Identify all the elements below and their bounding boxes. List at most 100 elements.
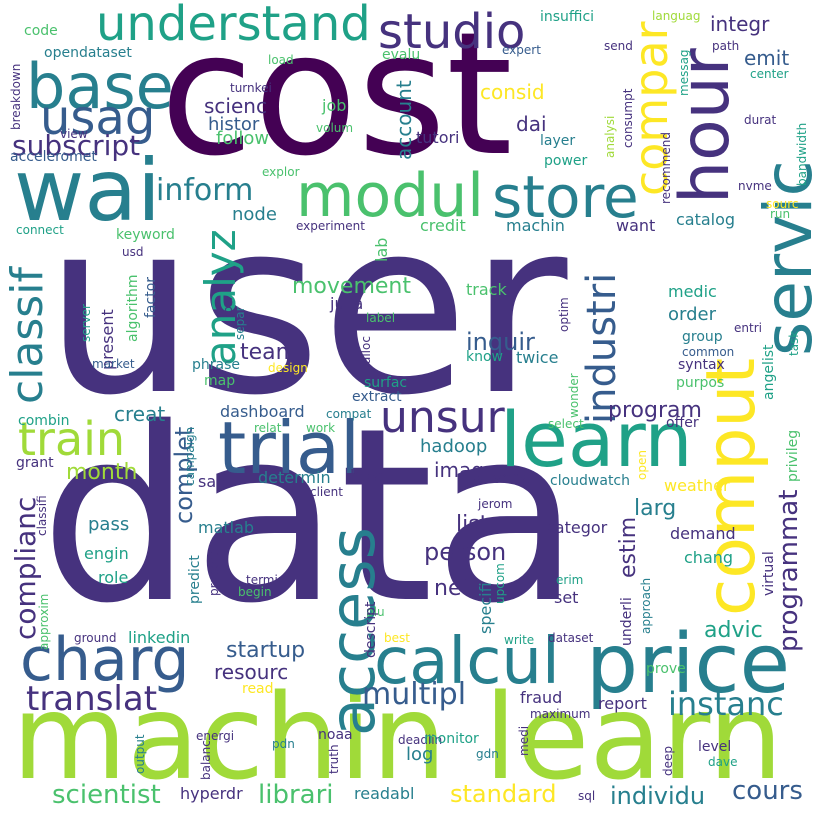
- word-compat: compat: [326, 407, 372, 421]
- word-languag: languag: [652, 9, 701, 23]
- word-julia: julia: [330, 294, 364, 313]
- word-machin-learn: machin learn: [12, 668, 783, 806]
- word-net: net: [434, 576, 471, 601]
- word-sourc: sourc: [766, 197, 799, 211]
- word-load: load: [268, 53, 294, 67]
- word-know: know: [466, 349, 503, 365]
- word-startup: startup: [226, 638, 306, 663]
- word-consumpt: consumpt: [621, 88, 635, 148]
- word-order: order: [668, 304, 716, 325]
- word-plu: plu: [366, 605, 385, 619]
- word-nvme: nvme: [738, 179, 772, 193]
- word-connect: connect: [16, 223, 64, 237]
- word-algorithm: algorithm: [125, 274, 141, 342]
- word-charg: charg: [20, 625, 190, 695]
- word-underli: underli: [619, 597, 635, 646]
- word-relat: relat: [254, 421, 282, 435]
- word-wai: wai: [14, 141, 161, 241]
- word-analysi: analysi: [603, 115, 617, 158]
- word-advic: advic: [704, 618, 763, 643]
- word-versu: versu: [492, 468, 537, 487]
- word-jerom: jerom: [478, 497, 513, 511]
- word-imag: imag: [434, 458, 484, 482]
- word-prove: prove: [646, 661, 686, 677]
- word-descript: descript: [363, 601, 379, 658]
- word-recommend: recommend: [659, 132, 673, 204]
- word-deep: deep: [661, 746, 675, 776]
- word-categor: categor: [546, 518, 608, 537]
- word-campaign: campaign: [183, 426, 197, 486]
- word-price: price: [586, 617, 791, 712]
- word-label: label: [366, 311, 396, 325]
- word-angelist: angelist: [761, 344, 777, 400]
- word-server: server: [79, 304, 93, 342]
- word-noaa: noaa: [318, 727, 353, 743]
- word-chang: chang: [684, 548, 734, 567]
- word-list: list: [456, 512, 489, 537]
- word-readabl: readabl: [354, 784, 415, 803]
- word-weather: weather: [664, 476, 730, 495]
- word-scientist: scientist: [52, 780, 161, 810]
- word-upcom: upcom: [493, 563, 507, 604]
- word-grant: grant: [16, 455, 54, 471]
- word-dashboard: dashboard: [220, 402, 305, 421]
- word-integr: integr: [710, 12, 770, 36]
- word-data: data: [40, 376, 581, 656]
- word-unsur: unsur: [380, 392, 505, 443]
- word-team: team: [240, 340, 298, 365]
- word-gdn: gdn: [476, 747, 499, 761]
- word-center: center: [750, 67, 789, 81]
- word-expert: expert: [502, 43, 541, 57]
- word-report: report: [598, 694, 647, 713]
- word-balanc: balanc: [199, 740, 213, 780]
- word-approach: approach: [639, 577, 653, 634]
- word-experiment: experiment: [296, 219, 365, 233]
- word-person: person: [424, 538, 507, 566]
- word-phrase: phrase: [192, 357, 241, 373]
- word-translat: translat: [26, 679, 158, 719]
- word-month: month: [66, 460, 138, 485]
- word-breakdown: breakdown: [9, 63, 23, 130]
- word-energi: energi: [196, 729, 235, 743]
- word-standard: standard: [450, 780, 557, 808]
- word-turnkei: turnkei: [230, 81, 272, 95]
- word-classif: classif: [2, 267, 53, 404]
- word-credit: credit: [420, 216, 466, 235]
- word-truth: truth: [327, 744, 341, 774]
- word-run: run: [770, 207, 791, 221]
- word-predict: predict: [187, 555, 203, 604]
- word-wonder: wonder: [567, 373, 581, 418]
- word-dai: dai: [516, 112, 547, 136]
- word-surfac: surfac: [364, 375, 408, 391]
- word-individu: individu: [610, 782, 706, 810]
- word-multipl: multipl: [362, 677, 467, 712]
- word-pass: pass: [88, 514, 130, 535]
- word-engin: engin: [84, 544, 129, 563]
- word-store: store: [492, 163, 639, 231]
- word-tutori: tutori: [416, 128, 460, 147]
- word-trial: trial: [218, 406, 360, 490]
- word-separ: separ: [233, 306, 247, 340]
- word-design: design: [268, 361, 308, 375]
- word-subscript: subscript: [12, 129, 141, 162]
- word-offer: offer: [666, 415, 699, 431]
- word-cloudwatch: cloudwatch: [550, 473, 631, 489]
- word-job: job: [322, 96, 347, 115]
- word-path: path: [712, 39, 740, 53]
- word-catalog: catalog: [676, 210, 736, 229]
- word-maximum: maximum: [530, 707, 591, 721]
- word-evalu: evalu: [382, 47, 421, 63]
- word-follow: follow: [216, 128, 270, 149]
- word-sale: sale: [198, 472, 231, 491]
- word-erim: erim: [556, 573, 584, 587]
- word-monitor: monitor: [424, 731, 479, 747]
- word-entri: entri: [734, 321, 762, 335]
- word-program: program: [608, 398, 702, 423]
- word-factor: factor: [143, 276, 159, 318]
- word-code: code: [24, 23, 58, 39]
- word-want: want: [616, 216, 656, 235]
- word-power: power: [544, 153, 588, 169]
- word-resourc: resourc: [214, 660, 289, 684]
- word-best: best: [384, 631, 410, 645]
